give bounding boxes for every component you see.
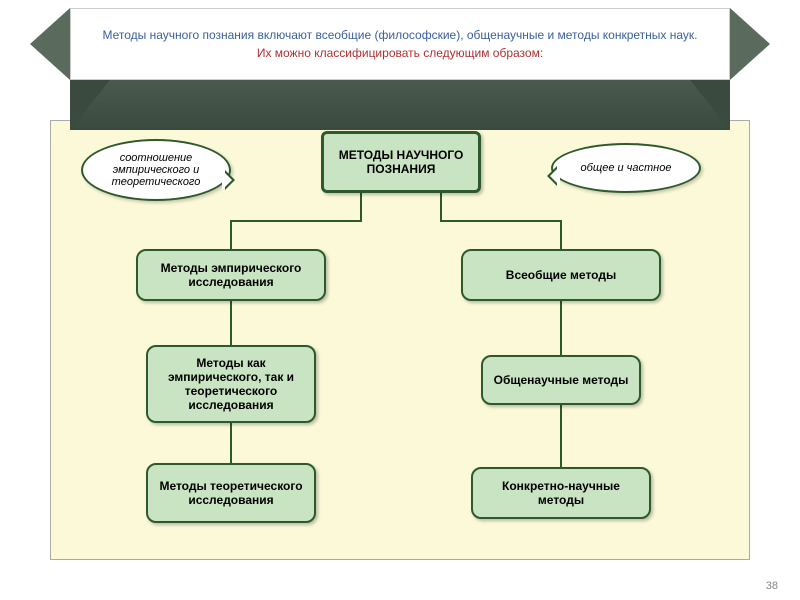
node-left-1: Методы как эмпирического, так и теоретич… xyxy=(146,345,316,423)
node-label: Всеобщие методы xyxy=(506,268,616,282)
ribbon-left-triangle xyxy=(30,8,70,80)
node-label: Методы как эмпирического, так и теоретич… xyxy=(156,356,306,412)
node-label: Общенаучные методы xyxy=(494,373,629,387)
node-label: Методы теоретического исследования xyxy=(156,479,306,507)
header-line2: Их можно классифицировать следующим обра… xyxy=(257,46,543,60)
node-left-0: Методы эмпирического исследования xyxy=(136,249,326,301)
diagram-canvas: МЕТОДЫ НАУЧНОГО ПОЗНАНИЯ соотношение эмп… xyxy=(50,120,750,560)
bubble-left-tail-fill xyxy=(222,170,242,190)
bubble-left: соотношение эмпирического и теоретическо… xyxy=(81,139,231,201)
bubble-right-label: общее и частное xyxy=(581,162,672,174)
header-line1: Методы научного познания включают всеобщ… xyxy=(102,28,697,44)
node-right-0: Всеобщие методы xyxy=(461,249,661,301)
page-number: 38 xyxy=(766,580,778,592)
node-left-2: Методы теоретического исследования xyxy=(146,463,316,523)
ribbon-shadow-right xyxy=(690,80,730,130)
bubble-right: общее и частное xyxy=(551,143,701,193)
bubble-right-tail-fill xyxy=(540,166,560,186)
node-right-1: Общенаучные методы xyxy=(481,355,641,405)
node-right-2: Конкретно-научные методы xyxy=(471,467,651,519)
header-ribbon: Методы научного познания включают всеобщ… xyxy=(70,8,730,80)
ribbon-shadow-left xyxy=(70,80,110,130)
ribbon-shadow xyxy=(70,80,730,130)
node-label: Конкретно-научные методы xyxy=(481,479,641,507)
node-main-label: МЕТОДЫ НАУЧНОГО ПОЗНАНИЯ xyxy=(332,148,470,176)
node-main: МЕТОДЫ НАУЧНОГО ПОЗНАНИЯ xyxy=(321,131,481,193)
ribbon-right-triangle xyxy=(730,8,770,80)
bubble-left-label: соотношение эмпирического и теоретическо… xyxy=(93,152,219,188)
node-label: Методы эмпирического исследования xyxy=(146,261,316,289)
